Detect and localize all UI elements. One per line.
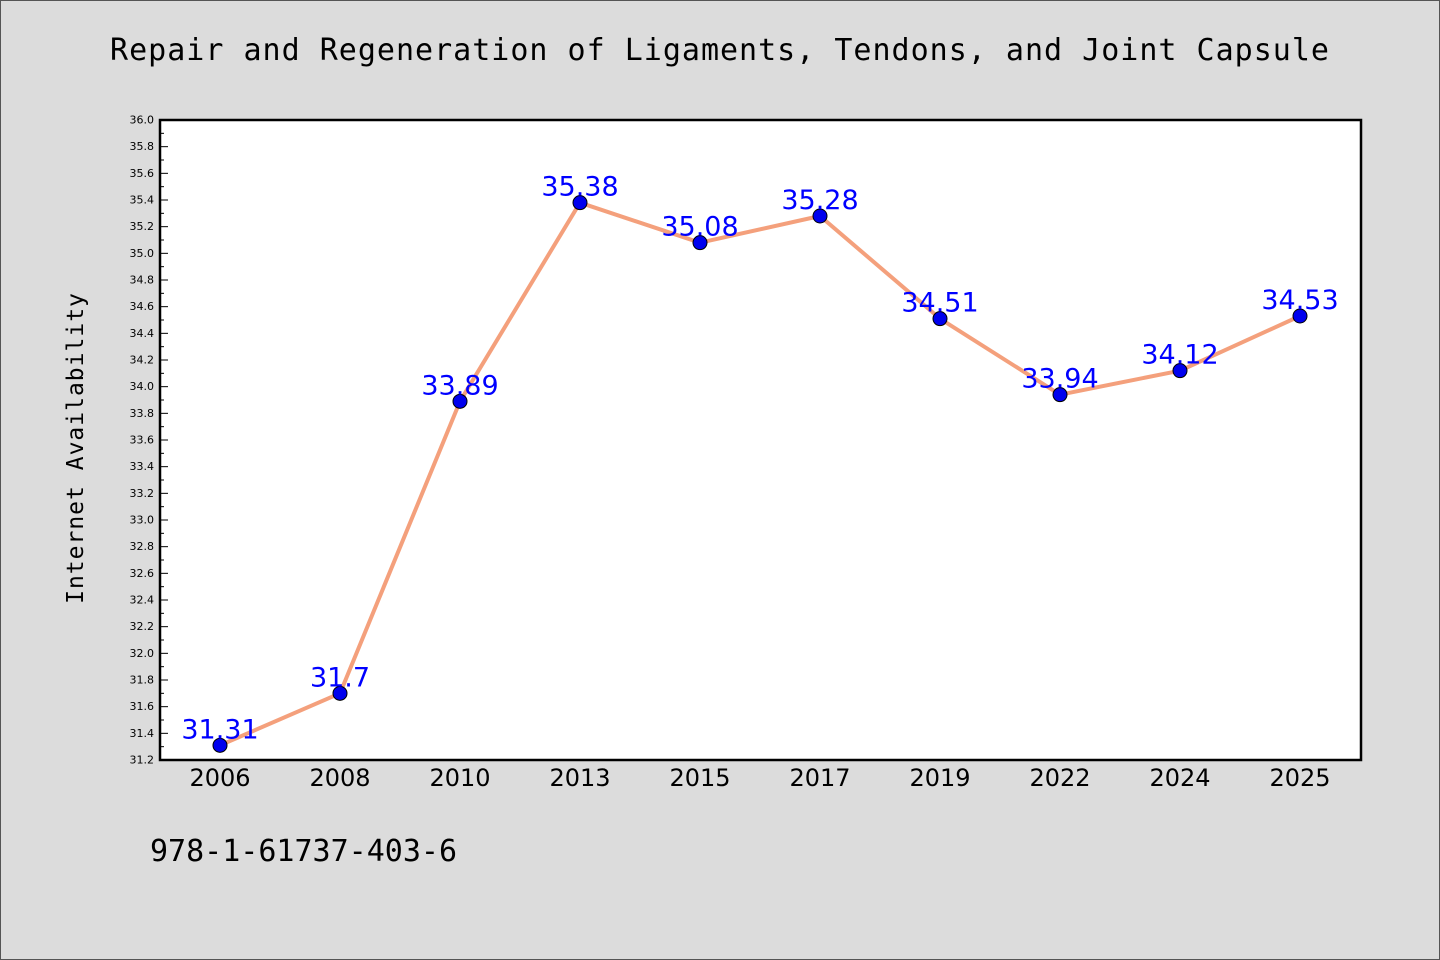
data-point [932, 311, 948, 327]
y-tick-label: 34.4 [130, 327, 155, 340]
y-tick-label: 33.4 [130, 460, 155, 473]
data-label: 34.53 [1261, 285, 1338, 316]
plot-border [158, 118, 1363, 762]
y-tick-label: 33.0 [130, 514, 155, 527]
data-point [212, 737, 228, 753]
data-point [1172, 363, 1188, 379]
x-axis-ticks: 2006 2008 2010 2013 2015 2017 2019 2022 2024 2025 [189, 764, 1330, 792]
series-line [219, 200, 1301, 748]
y-tick-label: 32.2 [130, 620, 155, 633]
y-tick-label: 35.2 [130, 220, 155, 233]
data-point [812, 208, 828, 224]
y-tick-label: 35.4 [130, 194, 155, 207]
y-tick-label: 31.6 [130, 700, 155, 713]
y-tick-label: 36.0 [130, 114, 155, 127]
x-tick-label: 2022 [1029, 764, 1090, 792]
y-tick-label: 32.0 [130, 647, 155, 660]
data-label: 35.08 [661, 212, 738, 243]
x-tick-label: 2008 [309, 764, 370, 792]
data-point [692, 235, 708, 251]
y-tick-label: 34.2 [130, 354, 155, 367]
y-tick-label: 33.8 [130, 407, 155, 420]
data-label: 31.31 [181, 714, 258, 745]
y-tick-label: 35.8 [130, 140, 155, 153]
y-tick-label: 35.6 [130, 167, 155, 180]
plot-area [160, 120, 1361, 760]
x-tick-label: 2010 [429, 764, 490, 792]
y-tick-label: 35.0 [130, 247, 155, 260]
data-point [572, 195, 588, 211]
x-tick-label: 2019 [909, 764, 970, 792]
x-tick-label: 2025 [1269, 764, 1330, 792]
data-label: 35.38 [541, 172, 618, 203]
x-tick-label: 2013 [549, 764, 610, 792]
y-axis-ticks: 31.2 31.4 31.6 31.8 32.0 32.2 32.4 32.6 32.8 33.0… [130, 114, 168, 767]
data-label: 33.94 [1021, 364, 1098, 395]
data-point [332, 685, 348, 701]
chart-title: Repair and Regeneration of Ligaments, Te… [110, 33, 1330, 68]
y-tick-label: 33.2 [130, 487, 155, 500]
data-markers [212, 195, 1308, 753]
x-tick-label: 2024 [1149, 764, 1210, 792]
data-label: 34.12 [1141, 340, 1218, 371]
data-label: 33.89 [421, 370, 498, 401]
x-tick-label: 2015 [669, 764, 730, 792]
data-label: 34.51 [901, 288, 978, 319]
y-tick-label: 31.4 [130, 727, 155, 740]
y-tick-label: 32.6 [130, 567, 155, 580]
data-point [452, 393, 468, 409]
data-label: 35.28 [781, 185, 858, 216]
data-point [1052, 387, 1068, 403]
x-tick-label: 2017 [789, 764, 850, 792]
data-point [1292, 308, 1308, 324]
isbn-label: 978-1-61737-403-6 [150, 834, 458, 869]
y-tick-label: 32.4 [130, 594, 155, 607]
x-tick-label: 2006 [189, 764, 250, 792]
y-tick-label: 34.6 [130, 300, 155, 313]
data-label: 31.7 [310, 662, 370, 693]
y-tick-label: 31.2 [130, 754, 155, 767]
y-tick-label: 32.8 [130, 540, 155, 553]
y-tick-label: 34.0 [130, 380, 155, 393]
y-tick-label: 34.8 [130, 274, 155, 287]
y-tick-label: 33.6 [130, 434, 155, 447]
data-labels: 31.31 31.7 33.89 35.38 35.08 35.28 34.51 33.94 3… [181, 172, 1338, 746]
y-tick-label: 31.8 [130, 674, 155, 687]
